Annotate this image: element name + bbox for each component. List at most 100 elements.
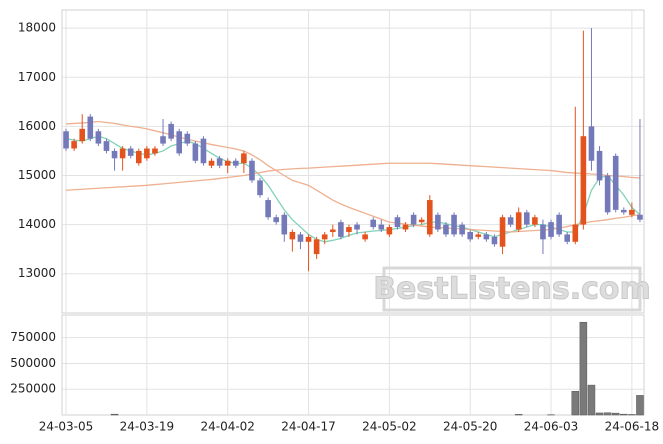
candle-body <box>475 234 482 237</box>
candle-body <box>596 150 603 181</box>
candle-body <box>208 160 215 166</box>
candle-body <box>418 219 425 223</box>
candle-body <box>63 131 69 149</box>
candle-body <box>111 150 118 159</box>
candle-body <box>532 217 538 225</box>
candle-body <box>515 212 522 230</box>
watermark-box <box>382 266 642 312</box>
y-tick-label: 14000 <box>18 217 56 231</box>
plot-area <box>61 9 645 314</box>
watermark: BestListens.com <box>373 272 651 307</box>
candle-body <box>71 141 77 149</box>
candle-body <box>612 155 619 210</box>
candle-body <box>192 143 199 161</box>
volume-bar <box>636 395 644 416</box>
candle-body <box>620 209 627 213</box>
candle-body <box>580 136 587 225</box>
candle-body <box>87 116 94 139</box>
moving-average <box>66 162 640 191</box>
candle-body <box>200 138 207 164</box>
candle-body <box>435 214 441 230</box>
candle-body <box>370 219 377 228</box>
volume-tick-label: 250000 <box>10 382 56 396</box>
volume-bar <box>611 412 620 416</box>
candle-body <box>451 214 457 235</box>
candle-body <box>305 236 312 242</box>
candle-body <box>257 180 263 196</box>
candle-body <box>483 234 490 240</box>
candle-body <box>410 214 417 225</box>
candle-body <box>103 141 110 151</box>
candle-body <box>168 123 174 139</box>
candle-body <box>394 217 401 228</box>
candle-body <box>426 200 433 235</box>
candle-body <box>402 224 409 230</box>
candle-body <box>241 153 247 164</box>
x-tick-label: 24-04-02 <box>200 420 254 434</box>
candle-body <box>273 217 280 223</box>
candle-body <box>176 131 183 154</box>
candle-body <box>378 224 385 230</box>
candle-body <box>354 224 360 230</box>
x-tick-label: 24-06-18 <box>605 420 659 434</box>
y-tick-label: 13000 <box>18 266 56 280</box>
candle-body <box>135 150 142 164</box>
candle-body <box>556 214 562 235</box>
candle-body <box>216 158 223 166</box>
x-tick-label: 24-06-03 <box>524 420 578 434</box>
candle-body <box>127 148 134 156</box>
candle-body <box>346 227 352 232</box>
candle-body <box>224 160 231 166</box>
candle-body <box>572 224 579 242</box>
candle-body <box>144 148 150 159</box>
candle-body <box>119 148 126 159</box>
candle-body <box>629 209 635 215</box>
volume-area <box>61 314 645 416</box>
volume-bar <box>587 384 596 416</box>
candle-body <box>564 234 571 242</box>
candle-body <box>232 160 239 166</box>
candle-body <box>313 239 320 255</box>
candle-body <box>160 136 166 144</box>
candle-body <box>548 222 554 237</box>
candle-body <box>338 222 344 237</box>
candle-body <box>297 234 304 242</box>
volume-bar <box>110 413 119 416</box>
x-tick-label: 24-03-05 <box>39 420 93 434</box>
candle-body <box>443 224 449 235</box>
volume-bar <box>579 321 588 416</box>
y-tick-label: 15000 <box>18 168 56 182</box>
x-tick-label: 24-04-17 <box>281 420 335 434</box>
candle-body <box>321 234 328 240</box>
candle-body <box>79 128 86 142</box>
volume-tick-label: 750000 <box>10 330 56 344</box>
volume-bar <box>620 413 628 416</box>
candle-body <box>637 214 643 220</box>
candle-body <box>386 227 393 235</box>
volume-bar <box>628 414 636 416</box>
y-tick-label: 16000 <box>18 119 56 133</box>
volume-bar <box>595 412 604 416</box>
candle-body <box>265 200 271 218</box>
candle-body <box>289 231 296 240</box>
candle-body <box>249 160 255 181</box>
candle-body <box>184 133 191 144</box>
candle-body <box>499 217 506 247</box>
x-tick-label: 24-03-19 <box>120 420 174 434</box>
y-tick-label: 18000 <box>18 21 56 35</box>
candle-body <box>95 131 102 144</box>
candle-body <box>588 126 595 161</box>
candle-body <box>467 231 474 240</box>
x-tick-label: 24-05-02 <box>362 420 416 434</box>
candle-body <box>459 224 465 235</box>
candle-body <box>540 224 546 240</box>
y-tick-label: 17000 <box>18 70 56 84</box>
candle-body <box>604 175 611 213</box>
candle-body <box>507 217 514 225</box>
candle-body <box>152 148 158 154</box>
x-tick-label: 24-05-20 <box>443 420 497 434</box>
volume-bar <box>603 412 612 416</box>
volume-tick-label: 500000 <box>10 356 56 370</box>
candle-body <box>329 229 336 232</box>
